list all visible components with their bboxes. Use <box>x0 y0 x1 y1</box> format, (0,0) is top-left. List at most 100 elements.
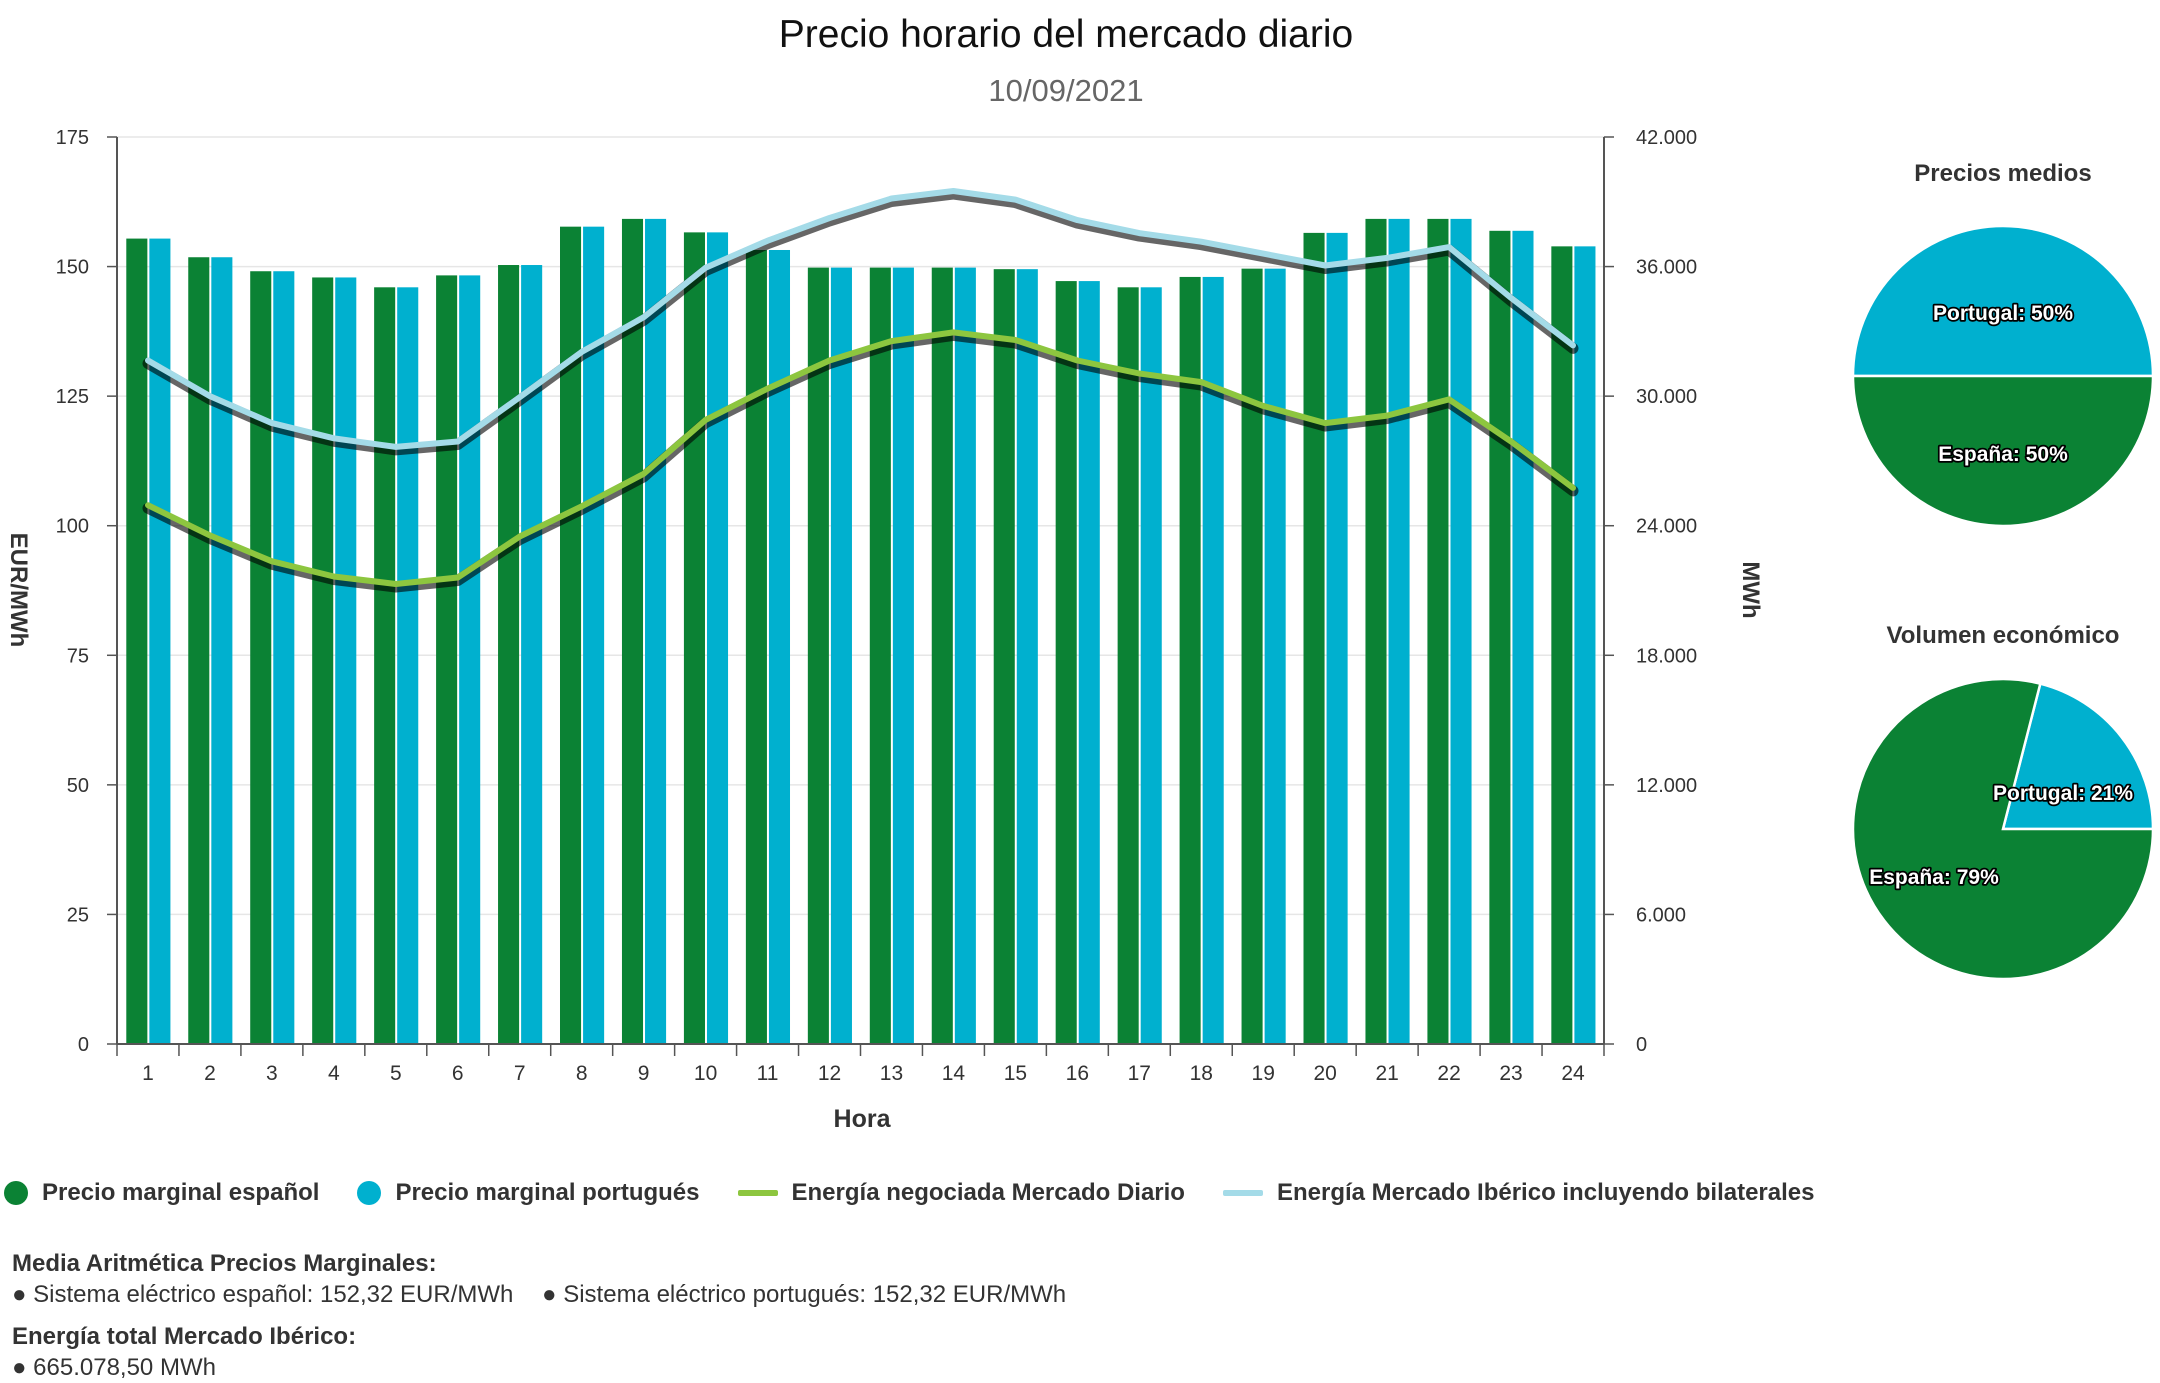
energy-heading: Energía total Mercado Ibérico: <box>12 1323 357 1350</box>
bar-spain <box>436 275 458 1044</box>
pie-title-precios-medios: Precios medios <box>1914 160 2091 187</box>
prices-line: ● Sistema eléctrico español: 152,32 EUR/… <box>12 1279 1066 1310</box>
pie-slice-volumen-economico <box>2001 682 2155 831</box>
x-tick-label: 5 <box>390 1062 402 1085</box>
x-tick-label: 21 <box>1375 1062 1398 1085</box>
x-tick-label: 16 <box>1066 1062 1089 1085</box>
spain-average-price: ● Sistema eléctrico español: 152,32 EUR/… <box>12 1281 514 1308</box>
bar-portugal <box>954 267 976 1044</box>
legend-item-energy-iberian[interactable]: Energía Mercado Ibérico incluyendo bilat… <box>1222 1179 1815 1207</box>
bar-spain <box>931 267 953 1044</box>
bar-spain <box>1427 218 1449 1044</box>
prices-heading: Media Aritmética Precios Marginales: <box>12 1250 437 1277</box>
bar-spain <box>1489 230 1511 1045</box>
x-tick-label: 13 <box>880 1062 903 1085</box>
bar-portugal <box>645 218 667 1044</box>
legend-item-spain-price[interactable]: Precio marginal español <box>4 1179 319 1207</box>
y-right-tick-label: 6.000 <box>1636 904 1686 926</box>
pie-label-precios-medios: Portugal: 50% <box>1933 302 2073 325</box>
pie-slice-volumen-economico <box>1851 677 2155 981</box>
bar-portugal <box>459 275 481 1044</box>
x-axis-label: Hora <box>834 1105 892 1133</box>
chart-legend: Precio marginal español Precio marginal … <box>0 1170 1852 1216</box>
y-left-tick-label: 25 <box>67 904 89 926</box>
bar-spain <box>1117 287 1139 1044</box>
pie-label-volumen-economico: España: 79% <box>1869 866 1999 889</box>
y-left-tick-label: 150 <box>56 257 89 279</box>
bar-portugal <box>1078 281 1100 1044</box>
portugal-average-price: ● Sistema eléctrico portugués: 152,32 EU… <box>542 1281 1067 1308</box>
bar-portugal <box>1016 269 1038 1045</box>
bar-spain <box>126 238 148 1045</box>
bar-portugal <box>830 267 852 1044</box>
bar-spain <box>1303 232 1325 1044</box>
bar-portugal <box>1202 276 1224 1044</box>
bar-portugal <box>149 238 171 1045</box>
bar-portugal <box>335 277 357 1044</box>
x-tick-label: 3 <box>266 1062 278 1085</box>
bar-spain <box>250 271 272 1045</box>
bar-portugal <box>397 287 419 1044</box>
x-tick-label: 10 <box>694 1062 717 1085</box>
x-tick-label: 22 <box>1437 1062 1460 1085</box>
bar-spain <box>498 265 520 1044</box>
bar-portugal <box>1140 287 1162 1044</box>
bar-spain <box>1179 276 1201 1044</box>
bar-spain <box>869 267 891 1044</box>
pie-slice-precios-medios <box>1851 224 2155 378</box>
bar-spain <box>560 226 582 1044</box>
legend-label-portugal: Precio marginal portugués <box>395 1179 700 1206</box>
legend-item-energy-day[interactable]: Energía negociada Mercado Diario <box>737 1179 1185 1207</box>
x-tick-label: 23 <box>1499 1062 1522 1085</box>
y-left-axis-label: EUR/MWh <box>5 533 32 648</box>
bar-portugal <box>1450 218 1472 1044</box>
energy-total: ● 665.078,50 MWh <box>12 1354 216 1381</box>
bar-spain <box>1055 281 1077 1044</box>
line-shadow-energy-iberian <box>142 188 1579 456</box>
bar-spain <box>1551 246 1573 1045</box>
x-tick-label: 2 <box>204 1062 216 1085</box>
bar-spain <box>745 249 767 1045</box>
line-energy-iberian <box>145 188 1576 450</box>
x-tick-label: 4 <box>328 1062 340 1085</box>
x-tick-label: 15 <box>1004 1062 1027 1085</box>
legend-item-portugal-price[interactable]: Precio marginal portugués <box>357 1179 700 1207</box>
x-tick-label: 17 <box>1128 1062 1151 1085</box>
x-tick-label: 19 <box>1252 1062 1275 1085</box>
bar-spain <box>312 277 334 1044</box>
x-tick-label: 6 <box>452 1062 464 1085</box>
pie-label-volumen-economico: Portugal: 21% <box>1993 782 2133 805</box>
x-tick-label: 9 <box>638 1062 650 1085</box>
x-tick-label: 24 <box>1561 1062 1585 1085</box>
bar-spain <box>683 232 705 1045</box>
legend-swatch-energy-iberian <box>1222 1190 1263 1196</box>
bar-portugal <box>706 232 729 1045</box>
legend-swatch-energy-day <box>737 1190 778 1196</box>
bar-portugal <box>1574 246 1596 1045</box>
y-right-tick-label: 36.000 <box>1636 257 1697 279</box>
bar-portugal <box>1388 218 1410 1044</box>
y-left-tick-label: 100 <box>56 516 89 538</box>
legend-label-energy-iberian: Energía Mercado Ibérico incluyendo bilat… <box>1276 1179 1815 1206</box>
y-left-tick-label: 175 <box>56 127 89 149</box>
y-right-tick-label: 30.000 <box>1636 386 1697 408</box>
bar-portugal <box>768 249 791 1045</box>
bar-portugal <box>1264 268 1286 1045</box>
y-right-tick-label: 12.000 <box>1636 775 1697 797</box>
x-tick-label: 11 <box>757 1062 779 1085</box>
y-right-tick-label: 18.000 <box>1636 645 1697 667</box>
line-shadow-energy-day <box>142 329 1579 593</box>
bar-portugal <box>583 226 605 1044</box>
pie-title-volumen-economico: Volumen económico <box>1887 622 2120 649</box>
y-right-tick-label: 0 <box>1636 1034 1647 1056</box>
y-left-tick-label: 0 <box>78 1034 89 1056</box>
y-left-tick-label: 125 <box>56 386 89 408</box>
bar-spain <box>621 218 644 1044</box>
y-left-tick-label: 50 <box>67 775 89 797</box>
bar-portugal <box>521 265 543 1044</box>
chart-title: Precio horario del mercado diario <box>779 13 1353 56</box>
x-tick-label: 12 <box>818 1062 841 1085</box>
bar-spain <box>807 267 829 1044</box>
y-right-tick-label: 42.000 <box>1636 127 1697 149</box>
